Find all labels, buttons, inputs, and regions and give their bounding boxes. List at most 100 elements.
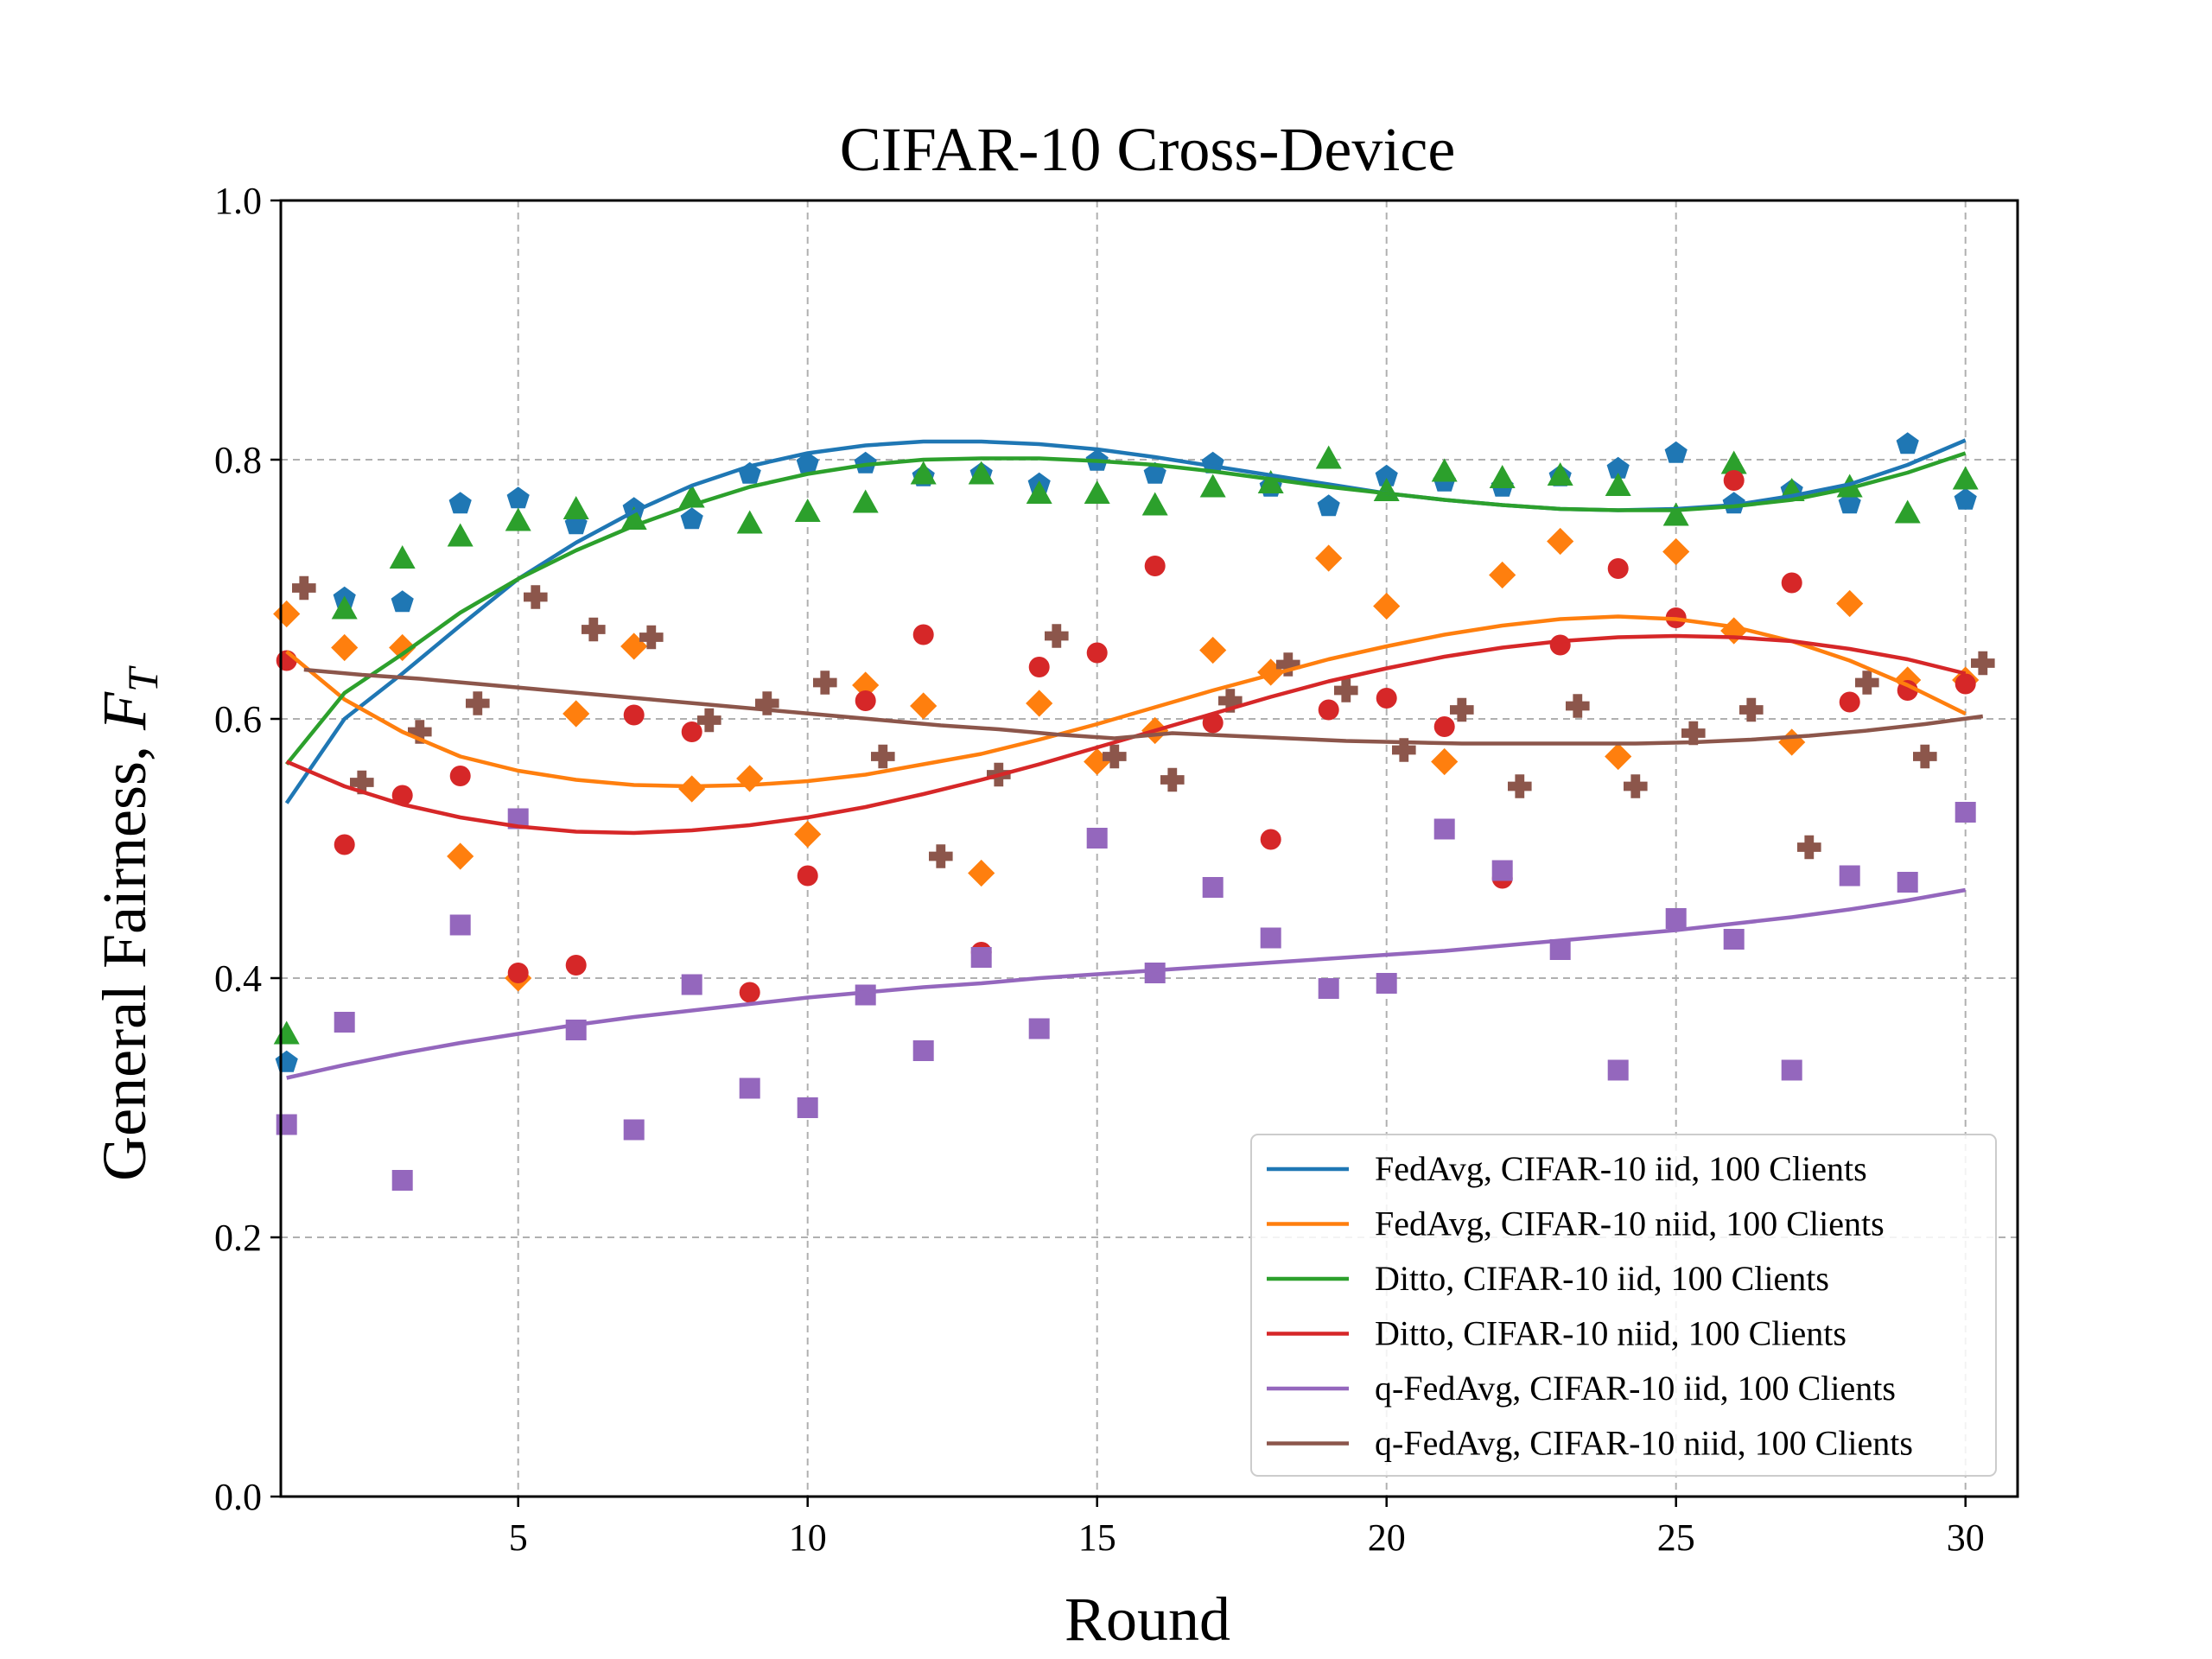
data-point: [910, 461, 937, 485]
x-tick-label: 20: [1368, 1516, 1406, 1559]
data-point: [739, 982, 760, 1003]
data-point: [813, 671, 837, 695]
data-point: [1315, 445, 1342, 469]
data-point: [796, 451, 819, 474]
data-point: [582, 617, 606, 642]
data-point: [1317, 494, 1340, 517]
data-point: [852, 671, 880, 699]
data-point: [1218, 689, 1243, 713]
x-tick-label: 10: [789, 1516, 827, 1559]
series-3: [276, 470, 1976, 1003]
legend-box: [1250, 1134, 1997, 1477]
data-point: [466, 691, 490, 715]
data-point: [505, 507, 531, 531]
data-point: [970, 947, 992, 968]
plot-frame: [279, 199, 2019, 1498]
data-point: [447, 523, 474, 547]
data-point: [391, 590, 414, 613]
data-point: [871, 744, 895, 769]
x-tick-label: 5: [509, 1516, 528, 1559]
y-tick-label: 0.6: [214, 698, 262, 741]
data-point: [968, 859, 995, 887]
series-trend-line: [303, 667, 1984, 746]
data-point: [1664, 441, 1688, 463]
data-point: [1723, 470, 1745, 491]
data-point: [449, 766, 471, 786]
data-point: [1086, 828, 1108, 849]
data-point: [1026, 690, 1053, 717]
data-point: [739, 1077, 760, 1099]
data-point: [910, 692, 938, 720]
data-point: [1045, 624, 1069, 648]
data-point: [1202, 877, 1224, 898]
data-point: [1392, 738, 1416, 762]
data-point: [1257, 470, 1284, 493]
data-point: [448, 492, 472, 514]
data-point: [1547, 462, 1573, 486]
data-point: [1431, 747, 1459, 776]
data-point: [794, 820, 822, 849]
data-point: [697, 708, 721, 733]
data-point: [1373, 592, 1401, 620]
y-tick-label: 0.0: [214, 1476, 262, 1518]
data-point: [565, 955, 587, 976]
legend-entry-label: q-FedAvg, CIFAR-10 iid, 100 Clients: [1375, 1369, 1896, 1408]
data-point: [1547, 527, 1574, 556]
data-point: [854, 451, 877, 474]
data-point: [1489, 561, 1516, 589]
data-point: [389, 633, 416, 662]
legend-entry-label: FedAvg, CIFAR-10 iid, 100 Clients: [1375, 1149, 1867, 1188]
legend-entry-label: FedAvg, CIFAR-10 niid, 100 Clients: [1375, 1205, 1885, 1243]
y-axis-label-symbol: F: [90, 691, 159, 731]
data-point: [1376, 973, 1397, 994]
data-point: [1144, 556, 1166, 576]
data-point: [680, 507, 703, 530]
data-point: [1605, 473, 1631, 496]
data-point: [1084, 480, 1110, 504]
data-point: [1433, 716, 1455, 737]
data-point: [1839, 865, 1860, 887]
data-point: [1144, 963, 1166, 983]
data-point: [1431, 458, 1458, 482]
data-point: [1160, 767, 1185, 792]
data-point: [331, 595, 358, 620]
data-point: [1897, 680, 1918, 701]
data-point: [1665, 908, 1687, 929]
data-point: [1681, 721, 1706, 746]
y-axis-label: General Fairness, FT: [90, 665, 167, 1181]
data-point: [1028, 657, 1050, 677]
data-point: [912, 1040, 934, 1061]
data-point: [1318, 978, 1339, 999]
data-point: [855, 984, 876, 1006]
series-trend-line: [284, 451, 1967, 766]
legend-entry-label: Ditto, CIFAR-10 iid, 100 Clients: [1375, 1259, 1829, 1298]
data-point: [1450, 697, 1474, 722]
y-axis-label-main: General Fairness,: [90, 730, 159, 1181]
data-point: [968, 461, 995, 485]
data-point: [1739, 697, 1764, 722]
data-point: [797, 1097, 818, 1118]
data-point: [1894, 499, 1921, 524]
data-point: [1433, 818, 1455, 840]
data-point: [506, 486, 530, 509]
series-2: [273, 445, 1979, 1045]
data-point: [1141, 492, 1168, 516]
ticks: 5 10 15 20 25 30 0.0 0.2 0.4 0.6 0.8 1.0: [214, 180, 1985, 1559]
data-point: [1662, 502, 1689, 526]
data-point: [1607, 558, 1629, 579]
data-point: [391, 785, 413, 806]
data-point: [623, 704, 645, 726]
data-point: [1086, 642, 1108, 664]
data-point: [1276, 652, 1300, 677]
data-point: [447, 842, 474, 870]
data-point: [1202, 712, 1224, 734]
x-tick-label: 25: [1657, 1516, 1695, 1559]
data-point: [1781, 1059, 1802, 1081]
data-point: [1723, 929, 1745, 950]
data-point: [1549, 634, 1571, 656]
data-point: [1026, 480, 1052, 504]
legend-entry-label: Ditto, CIFAR-10 niid, 100 Clients: [1375, 1314, 1847, 1353]
data-point: [391, 1170, 413, 1191]
data-point: [276, 1114, 297, 1135]
data-point: [1955, 802, 1976, 823]
